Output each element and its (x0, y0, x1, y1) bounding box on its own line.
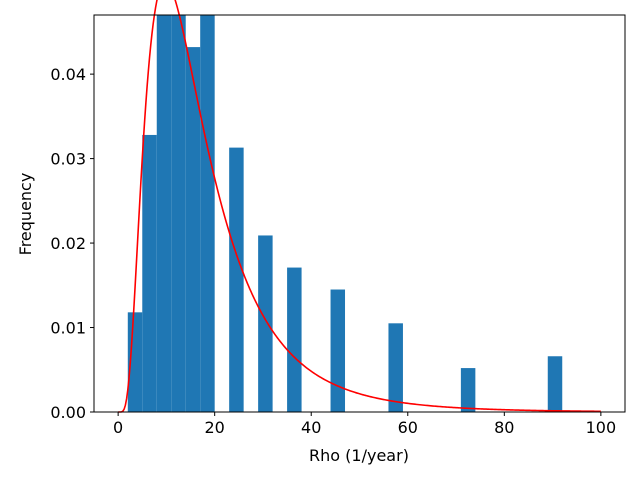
fitted-curve (118, 0, 601, 413)
histogram-bars (127, 15, 563, 413)
histogram-bar (171, 15, 186, 412)
y-tick-label: 0.01 (50, 319, 86, 338)
x-tick-label: 20 (205, 418, 225, 437)
histogram-bar (287, 267, 302, 412)
plot-frame (93, 14, 626, 413)
y-axis-label: Frequency (16, 173, 35, 256)
histogram-bar (547, 356, 563, 412)
histogram-bar (156, 15, 172, 412)
x-tick-label: 0 (113, 418, 123, 437)
histogram-bar (142, 134, 157, 412)
histogram-bar (330, 289, 346, 412)
y-tick-label: 0.04 (50, 65, 86, 84)
x-tick-label: 60 (398, 418, 418, 437)
histogram-bar (460, 368, 476, 412)
histogram-bar (388, 323, 403, 412)
x-axis-ticks: 0 20 40 60 80 100 (113, 412, 616, 437)
y-axis-ticks: 0.00 0.01 0.02 0.03 0.04 (50, 65, 94, 422)
y-tick-label: 0.03 (50, 150, 86, 169)
x-tick-label: 40 (301, 418, 321, 437)
y-tick-label: 0.00 (50, 403, 86, 422)
histogram-bar (200, 15, 215, 412)
y-tick-label: 0.02 (50, 234, 86, 253)
histogram-bar (258, 235, 273, 412)
x-axis-label: Rho (1/year) (309, 446, 409, 465)
histogram-bar (229, 147, 244, 412)
x-tick-label: 80 (494, 418, 514, 437)
histogram-bar (185, 47, 201, 413)
x-tick-label: 100 (586, 418, 617, 437)
